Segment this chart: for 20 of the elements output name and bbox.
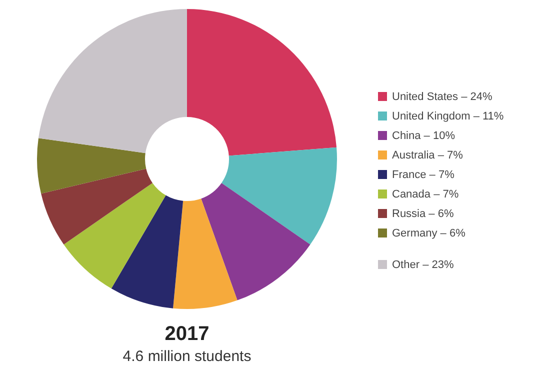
legend-label: Australia – 7% <box>392 150 464 162</box>
legend-label: France – 7% <box>392 169 455 181</box>
legend-label: Russia – 6% <box>392 208 454 220</box>
donut-slice <box>187 9 337 156</box>
legend-label: Germany – 6% <box>392 228 466 240</box>
donut-slice <box>64 182 166 289</box>
legend-label: Other – 23% <box>392 259 454 271</box>
donut-slice <box>37 138 146 194</box>
donut-slice <box>173 198 238 309</box>
donut-slice <box>201 182 310 300</box>
donut-slice <box>111 195 184 308</box>
legend-label: China – 10% <box>392 130 456 142</box>
legend-label: Canada – 7% <box>392 188 459 200</box>
donut-slice <box>38 9 187 154</box>
text: 2017 <box>164 323 210 345</box>
donut-slice <box>41 168 152 245</box>
legend-label: United States – 24% <box>392 91 493 103</box>
text: 4.6 million students <box>122 348 252 365</box>
donut-slice <box>222 147 337 245</box>
legend-label: United Kingdom – 11% <box>392 110 504 122</box>
